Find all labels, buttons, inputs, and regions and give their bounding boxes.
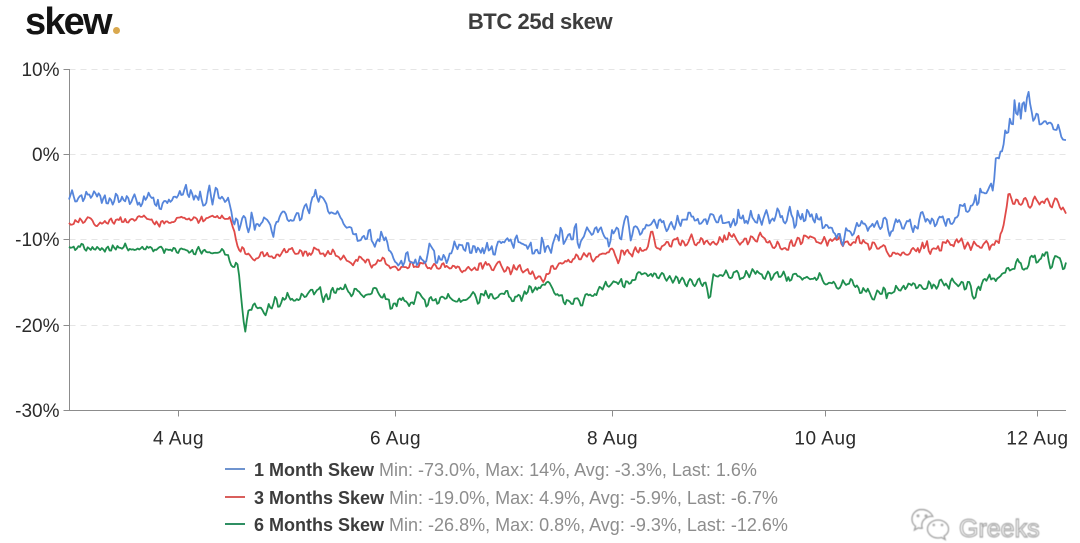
svg-text:12 Aug: 12 Aug [1006,429,1068,450]
svg-text:10 Aug: 10 Aug [794,429,856,450]
svg-text:-10%: -10% [15,230,59,251]
svg-text:Greeks: Greeks [959,515,1040,543]
svg-text:4 Aug: 4 Aug [153,429,204,450]
svg-text:6 Aug: 6 Aug [370,429,421,450]
svg-text:0%: 0% [32,145,60,166]
svg-text:10%: 10% [21,60,59,81]
svg-text:8 Aug: 8 Aug [587,429,638,450]
svg-text:-30%: -30% [15,401,59,422]
svg-text:-20%: -20% [15,316,59,337]
